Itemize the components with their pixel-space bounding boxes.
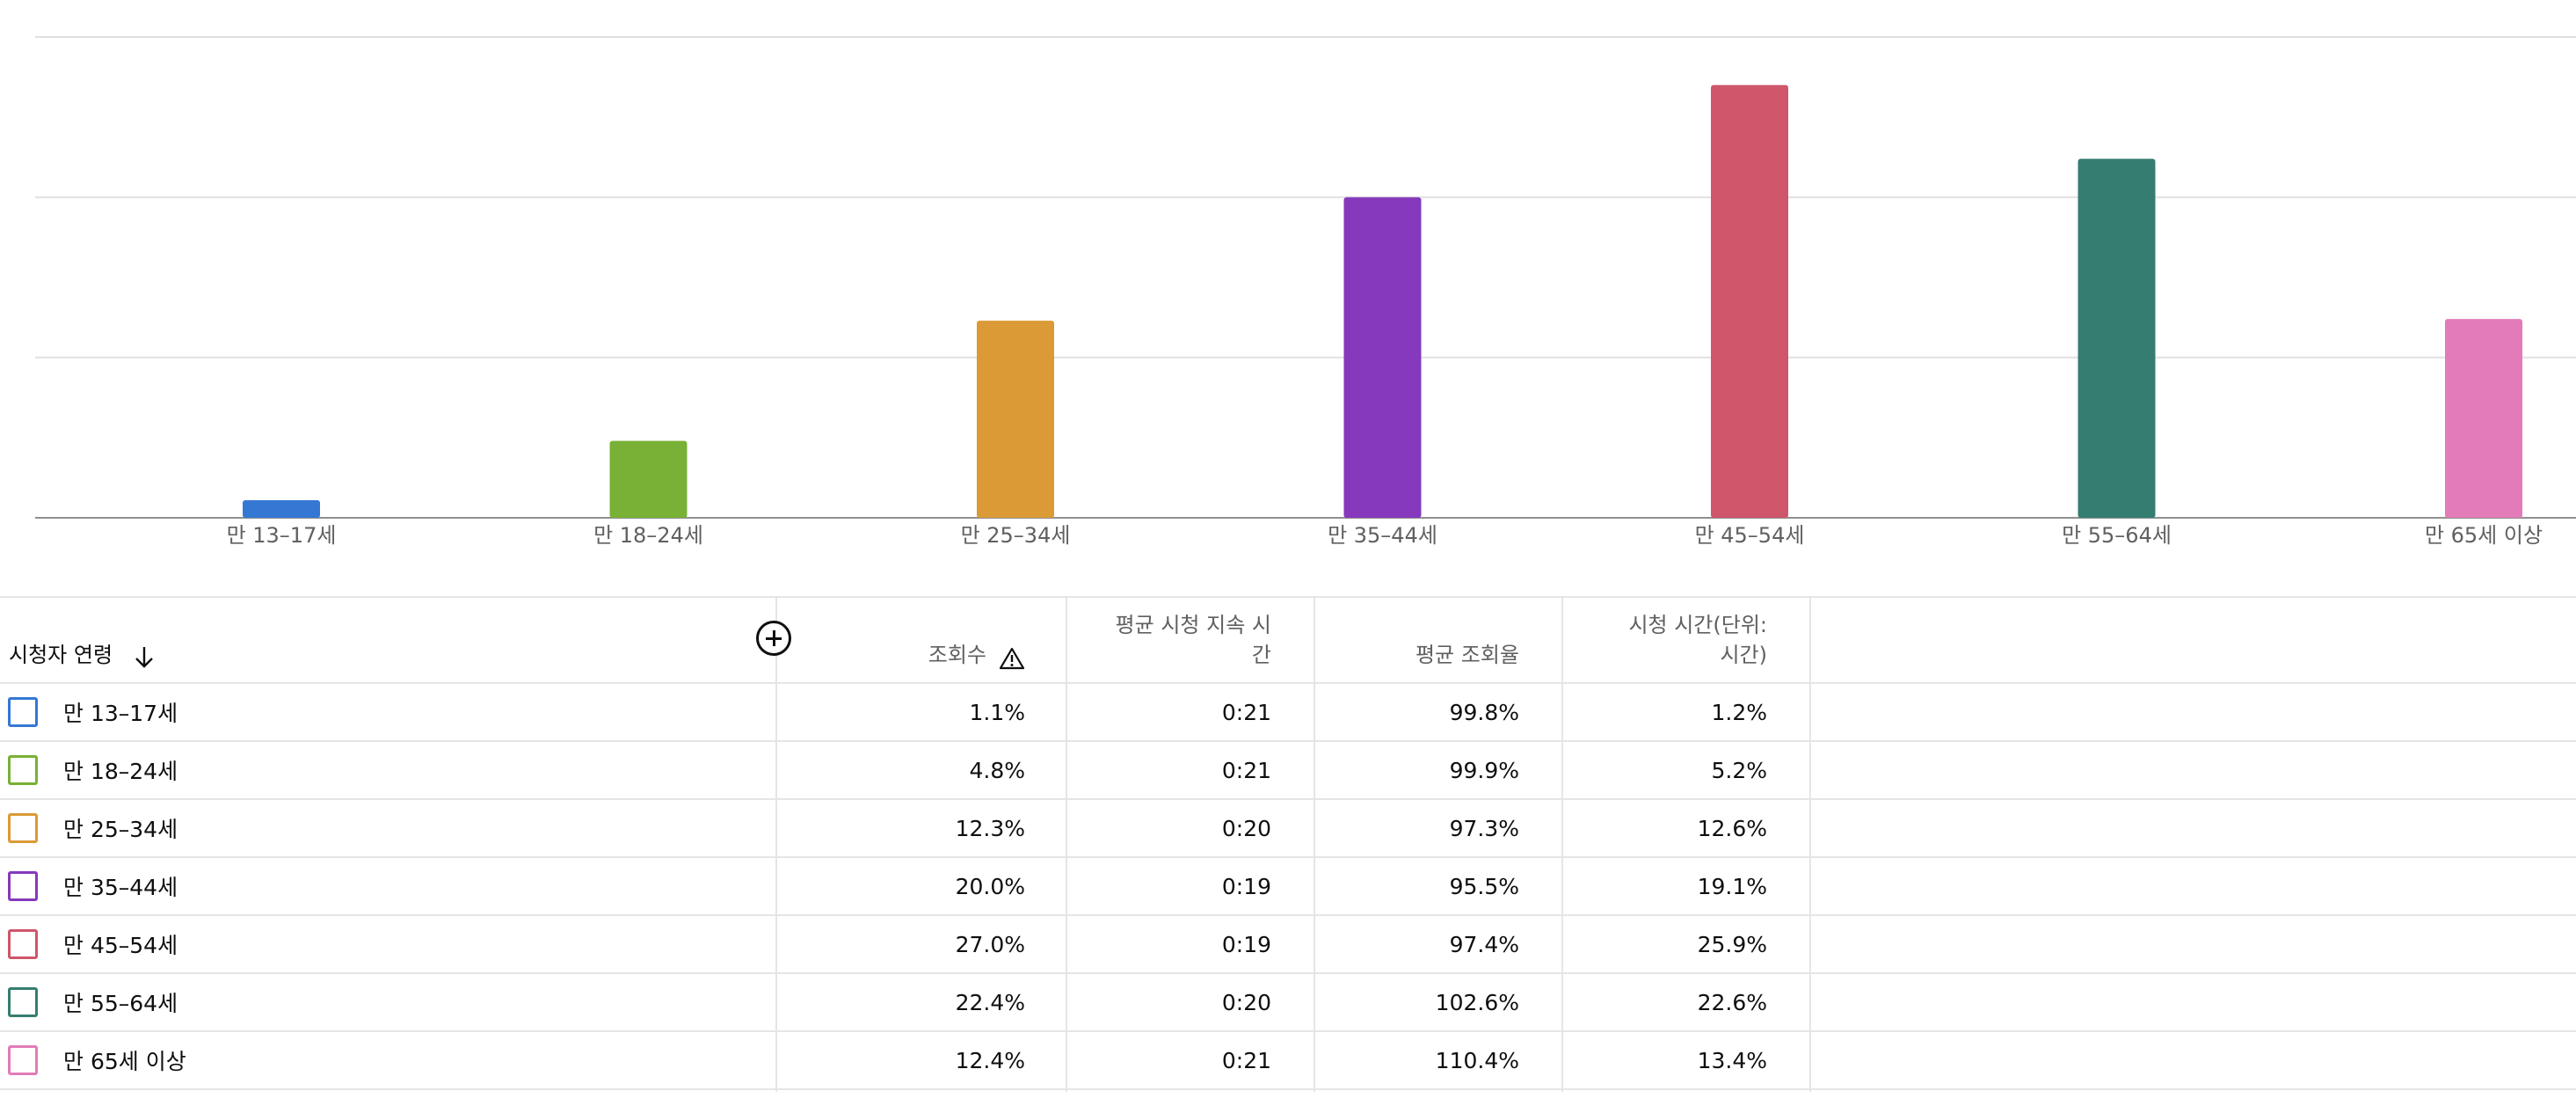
series-toggle-checkbox[interactable] xyxy=(8,813,38,843)
cell-views: 1.1% xyxy=(969,699,1025,725)
row-age-label: 만 13–17세 xyxy=(63,701,178,726)
row-age-label: 만 25–34세 xyxy=(63,817,178,842)
cell-views: 27.0% xyxy=(955,931,1025,957)
chart-bar[interactable] xyxy=(977,320,1054,518)
header-avg-percent-label: 평균 조회율 xyxy=(1415,643,1519,667)
chart-x-tick-label: 만 35–44세 xyxy=(1328,523,1437,548)
header-avg-percent[interactable]: 평균 조회율 xyxy=(1315,598,1563,682)
cell-avg-percent: 99.8% xyxy=(1449,699,1519,725)
arrow-down-icon[interactable] xyxy=(134,645,155,670)
cell-avg-percent: 110.4% xyxy=(1435,1047,1519,1073)
cell-views: 22.4% xyxy=(955,989,1025,1015)
series-toggle-checkbox[interactable] xyxy=(8,871,38,901)
row-age-label: 만 35–44세 xyxy=(63,875,178,900)
cell-watch-time: 5.2% xyxy=(1711,757,1767,783)
table-row[interactable]: 만 55–64세 22.4% 0:20 102.6% 22.6% xyxy=(0,974,2576,1032)
table-row[interactable]: 만 35–44세 20.0% 0:19 95.5% 19.1% xyxy=(0,858,2576,916)
cell-watch-time: 22.6% xyxy=(1697,989,1767,1015)
cell-avg-duration: 0:20 xyxy=(1221,815,1271,841)
cell-views: 4.8% xyxy=(969,757,1025,783)
cell-watch-time: 1.2% xyxy=(1711,699,1767,725)
table-row[interactable]: 만 18–24세 4.8% 0:21 99.9% 5.2% xyxy=(0,742,2576,800)
cell-views: 20.0% xyxy=(955,873,1025,899)
chart-bar[interactable] xyxy=(2445,318,2522,518)
header-age[interactable]: 시청자 연령 xyxy=(0,598,775,682)
cell-avg-duration: 0:21 xyxy=(1221,1047,1271,1073)
cell-views: 12.3% xyxy=(955,815,1025,841)
chart-x-tick-label: 만 65세 이상 xyxy=(2425,523,2543,548)
chart-bar[interactable] xyxy=(1711,84,1788,518)
column-divider xyxy=(775,598,777,1092)
table-row[interactable]: 만 13–17세 1.1% 0:21 99.8% 1.2% xyxy=(0,684,2576,742)
cell-avg-duration: 0:21 xyxy=(1221,757,1271,783)
cell-avg-percent: 97.4% xyxy=(1449,931,1519,957)
age-metrics-table: 시청자 연령 조회수 평균 시청 지속 시 간 평균 조회율 시청 시간(단위:… xyxy=(0,596,2576,1092)
column-divider xyxy=(1809,598,1811,1092)
table-row[interactable]: 만 45–54세 27.0% 0:19 97.4% 25.9% xyxy=(0,916,2576,974)
cell-avg-percent: 97.3% xyxy=(1449,815,1519,841)
cell-avg-duration: 0:21 xyxy=(1221,699,1271,725)
cell-avg-percent: 102.6% xyxy=(1435,989,1519,1015)
row-age-label: 만 65세 이상 xyxy=(63,1049,186,1074)
chart-bar[interactable] xyxy=(2078,158,2156,518)
cell-avg-percent: 99.9% xyxy=(1449,757,1519,783)
chart-x-tick-label: 만 25–34세 xyxy=(961,523,1071,548)
cell-avg-duration: 0:19 xyxy=(1221,931,1271,957)
cell-watch-time: 13.4% xyxy=(1697,1047,1767,1073)
cell-avg-duration: 0:20 xyxy=(1221,989,1271,1015)
chart-bar[interactable] xyxy=(609,440,688,518)
table-row[interactable]: 만 25–34세 12.3% 0:20 97.3% 12.6% xyxy=(0,800,2576,858)
column-divider xyxy=(1561,598,1563,1092)
warning-triangle-icon[interactable] xyxy=(999,647,1025,670)
chart-bars xyxy=(243,84,2522,519)
header-views-label: 조회수 xyxy=(928,643,986,667)
row-age-label: 만 55–64세 xyxy=(63,991,178,1016)
column-divider xyxy=(1313,598,1315,1092)
header-watch-time[interactable]: 시청 시간(단위: 시간) xyxy=(1563,598,1811,682)
chart-bar[interactable] xyxy=(1343,197,1422,519)
header-watch-time-label: 시청 시간(단위: 시간) xyxy=(1628,613,1767,667)
column-divider xyxy=(1066,598,1067,1092)
series-toggle-checkbox[interactable] xyxy=(8,1045,38,1075)
chart-x-tick-label: 만 45–54세 xyxy=(1695,523,1805,548)
chart-x-tick-label: 만 18–24세 xyxy=(593,523,703,548)
cell-avg-duration: 0:19 xyxy=(1221,873,1271,899)
header-avg-duration-label: 평균 시청 지속 시 간 xyxy=(1115,613,1271,667)
cell-watch-time: 25.9% xyxy=(1697,931,1767,957)
header-age-label: 시청자 연령 xyxy=(9,643,113,667)
table-header-row: 시청자 연령 조회수 평균 시청 지속 시 간 평균 조회율 시청 시간(단위:… xyxy=(0,598,2576,684)
cell-avg-percent: 95.5% xyxy=(1449,873,1519,899)
table-row[interactable]: 만 65세 이상 12.4% 0:21 110.4% 13.4% xyxy=(0,1032,2576,1090)
series-toggle-checkbox[interactable] xyxy=(8,929,38,959)
chart-gridlines xyxy=(35,36,2576,519)
series-toggle-checkbox[interactable] xyxy=(8,987,38,1017)
row-age-label: 만 18–24세 xyxy=(63,759,178,784)
cell-watch-time: 19.1% xyxy=(1697,873,1767,899)
series-toggle-checkbox[interactable] xyxy=(8,755,38,785)
series-toggle-checkbox[interactable] xyxy=(8,697,38,727)
chart-bar[interactable] xyxy=(243,499,320,518)
header-views[interactable]: 조회수 xyxy=(775,598,1067,682)
row-age-label: 만 45–54세 xyxy=(63,933,178,958)
age-bar-chart: 만 13–17세 만 18–24세 만 25–34세 만 35–44세 만 45–54세… xyxy=(35,36,2576,548)
header-avg-duration[interactable]: 평균 시청 지속 시 간 xyxy=(1067,598,1315,682)
chart-x-tick-label: 만 13–17세 xyxy=(227,523,337,548)
cell-watch-time: 12.6% xyxy=(1697,815,1767,841)
cell-views: 12.4% xyxy=(955,1047,1025,1073)
chart-x-axis-labels: 만 13–17세 만 18–24세 만 25–34세 만 35–44세 만 45–54세… xyxy=(227,523,2543,548)
chart-x-tick-label: 만 55–64세 xyxy=(2062,523,2172,548)
add-column-button[interactable] xyxy=(756,621,791,656)
